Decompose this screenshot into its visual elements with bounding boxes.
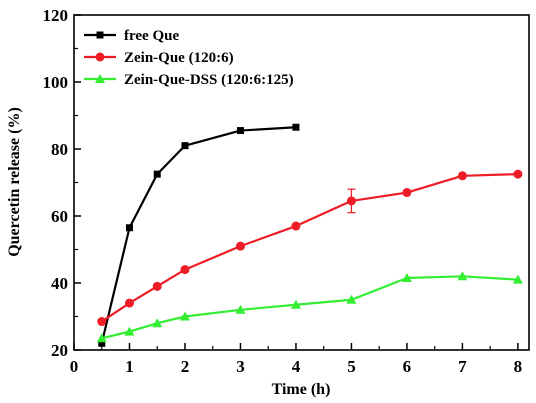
data-point (235, 304, 246, 314)
legend-entry-1: free Que (84, 28, 179, 44)
data-point (97, 317, 107, 327)
data-point (235, 241, 245, 251)
legend-marker (95, 74, 105, 83)
series-line (101, 275, 518, 340)
data-point (179, 311, 190, 321)
legend-label: Zein-Que (120:6) (124, 50, 234, 66)
data-point (180, 265, 190, 275)
data-point (125, 224, 133, 232)
series-line (100, 126, 297, 344)
data-point (181, 142, 189, 150)
data-point (346, 294, 357, 304)
x-tick-label: 0 (70, 357, 79, 376)
data-point (124, 326, 135, 336)
x-axis-title: Time (h) (272, 381, 331, 398)
data-point (153, 170, 161, 178)
y-tick-label: 60 (51, 207, 68, 226)
legend-marker (96, 31, 104, 39)
data-point (152, 281, 162, 291)
x-tick-label: 8 (514, 357, 523, 376)
legend-label: free Que (124, 28, 179, 44)
data-point (512, 274, 523, 284)
data-point (96, 333, 107, 343)
data-point (346, 196, 356, 206)
series-3 (96, 271, 523, 343)
x-tick-label: 3 (236, 357, 245, 376)
legend-entry-3: Zein-Que-DSS (120:6:125) (84, 72, 294, 88)
data-point (402, 188, 412, 198)
data-point (457, 171, 467, 181)
series-2 (97, 169, 523, 327)
data-point (292, 123, 300, 131)
legend-label: Zein-Que-DSS (120:6:125) (124, 72, 294, 88)
y-tick-label: 120 (43, 6, 69, 25)
legend-marker (95, 52, 105, 62)
y-axis-title: Quercetin release (%) (6, 107, 23, 257)
data-point (152, 318, 163, 328)
data-point (236, 127, 244, 135)
x-tick-label: 4 (292, 357, 301, 376)
x-tick-label: 6 (403, 357, 412, 376)
x-tick-label: 2 (181, 357, 190, 376)
data-point (513, 169, 523, 179)
y-tick-label: 100 (43, 73, 69, 92)
series-1 (98, 123, 300, 347)
x-tick-label: 7 (458, 357, 467, 376)
data-point (291, 221, 301, 231)
y-tick-label: 40 (51, 274, 68, 293)
data-point (98, 339, 106, 347)
y-tick-label: 80 (51, 140, 68, 159)
x-tick-label: 5 (347, 357, 356, 376)
data-point (401, 272, 412, 282)
legend-entry-2: Zein-Que (120:6) (84, 50, 234, 66)
data-point (457, 271, 468, 281)
x-tick-label: 1 (125, 357, 134, 376)
series-line (101, 173, 518, 323)
data-point (290, 299, 301, 309)
data-point (124, 298, 134, 308)
y-tick-label: 20 (51, 341, 68, 360)
